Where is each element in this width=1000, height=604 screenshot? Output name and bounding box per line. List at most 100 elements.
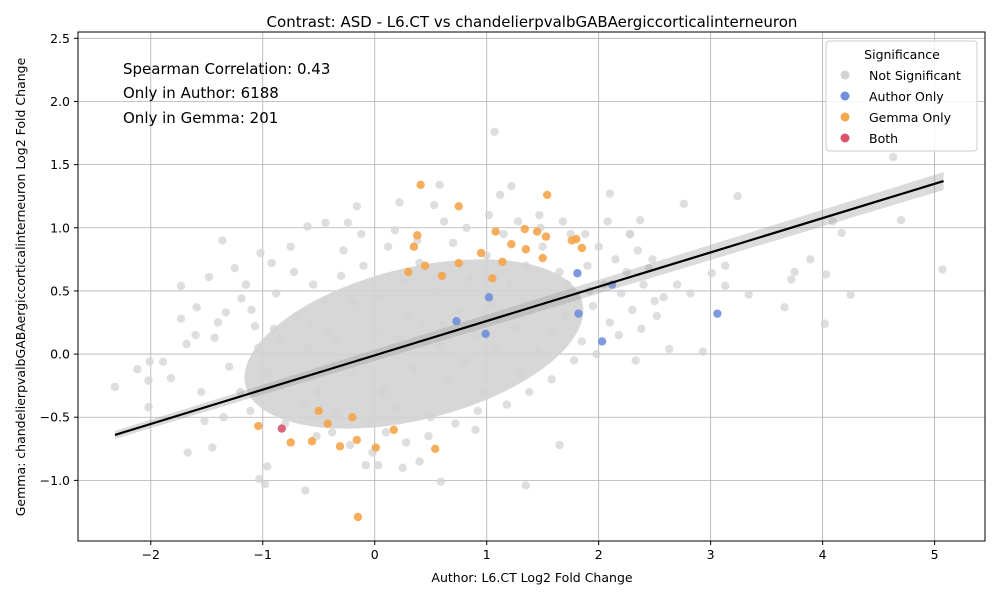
y-tick-label: −1.0 bbox=[40, 473, 70, 488]
point-not-significant bbox=[373, 461, 383, 470]
point-not-significant bbox=[821, 270, 831, 279]
point-not-significant bbox=[544, 286, 553, 296]
point-not-significant bbox=[659, 293, 668, 302]
x-tick-label: 0 bbox=[371, 547, 379, 562]
point-not-significant bbox=[336, 271, 346, 280]
point-not-significant bbox=[435, 180, 444, 190]
point-not-significant bbox=[426, 413, 435, 422]
point-not-significant bbox=[451, 419, 460, 428]
legend: Significance Not Significant Author Only… bbox=[825, 40, 978, 152]
point-gemma-only bbox=[532, 227, 542, 236]
point-not-significant bbox=[264, 368, 273, 378]
point-gemma-only bbox=[488, 274, 497, 283]
y-axis: −1.0 −0.5 0.0 0.5 1.0 1.5 2.0 2.5 bbox=[40, 31, 78, 488]
point-not-significant bbox=[183, 448, 192, 457]
point-not-significant bbox=[504, 280, 514, 289]
point-not-significant bbox=[204, 272, 214, 282]
point-not-significant bbox=[592, 349, 601, 359]
point-not-significant bbox=[473, 406, 482, 416]
legend-box bbox=[825, 40, 978, 152]
point-not-significant bbox=[254, 343, 263, 352]
point-not-significant bbox=[200, 416, 209, 426]
point-not-significant bbox=[250, 322, 260, 331]
point-not-significant bbox=[707, 269, 716, 278]
point-not-significant bbox=[439, 217, 449, 226]
point-gemma-only bbox=[520, 224, 529, 234]
point-not-significant bbox=[525, 387, 534, 397]
point-gemma-only bbox=[541, 232, 551, 241]
point-not-significant bbox=[846, 290, 855, 299]
point-not-significant bbox=[507, 181, 516, 191]
point-not-significant bbox=[443, 375, 452, 384]
point-not-significant bbox=[569, 356, 579, 365]
point-not-significant bbox=[395, 198, 404, 207]
x-axis-label: Author: L6.CT Log2 Fold Change bbox=[431, 570, 632, 585]
point-gemma-only bbox=[507, 239, 516, 249]
point-gemma-only bbox=[307, 437, 317, 446]
point-not-significant bbox=[271, 289, 281, 298]
point-not-significant bbox=[303, 222, 312, 231]
y-tick-label: 1.5 bbox=[50, 157, 70, 172]
point-not-significant bbox=[614, 330, 624, 340]
point-not-significant bbox=[196, 387, 206, 397]
point-gemma-only bbox=[572, 234, 581, 244]
point-not-significant bbox=[628, 305, 637, 315]
chart-title: Contrast: ASD - L6.CT vs chandelierpvalb… bbox=[267, 13, 798, 31]
point-gemma-only bbox=[409, 242, 419, 251]
point-not-significant bbox=[518, 296, 527, 306]
point-not-significant bbox=[398, 463, 407, 472]
point-not-significant bbox=[348, 299, 357, 308]
point-not-significant bbox=[158, 357, 168, 366]
point-not-significant bbox=[255, 474, 264, 484]
point-not-significant bbox=[218, 236, 227, 245]
point-not-significant bbox=[321, 218, 330, 227]
point-not-significant bbox=[429, 200, 439, 210]
point-not-significant bbox=[454, 305, 463, 315]
point-not-significant bbox=[379, 387, 388, 397]
point-not-significant bbox=[256, 248, 265, 258]
legend-marker-not-significant bbox=[840, 70, 850, 80]
point-gemma-only bbox=[254, 421, 263, 431]
point-not-significant bbox=[208, 443, 217, 452]
point-not-significant bbox=[888, 152, 898, 162]
point-author-only bbox=[484, 293, 494, 302]
point-not-significant bbox=[246, 406, 255, 416]
regression bbox=[114, 172, 944, 439]
point-not-significant bbox=[436, 477, 445, 486]
point-not-significant bbox=[383, 242, 393, 251]
point-not-significant bbox=[398, 276, 407, 286]
point-not-significant bbox=[611, 255, 620, 264]
point-not-significant bbox=[510, 324, 519, 334]
point-not-significant bbox=[560, 311, 570, 321]
point-not-significant bbox=[471, 425, 480, 435]
x-axis: −2 −1 0 1 2 3 4 5 bbox=[142, 541, 939, 562]
point-not-significant bbox=[437, 322, 447, 331]
point-not-significant bbox=[301, 486, 310, 495]
point-not-significant bbox=[484, 210, 494, 220]
point-not-significant bbox=[828, 217, 837, 226]
point-not-significant bbox=[404, 311, 413, 321]
point-not-significant bbox=[247, 305, 256, 315]
point-not-significant bbox=[361, 461, 370, 470]
point-not-significant bbox=[631, 356, 640, 365]
point-gemma-only bbox=[416, 180, 425, 190]
point-not-significant bbox=[938, 265, 947, 274]
point-not-significant bbox=[637, 324, 646, 334]
point-not-significant bbox=[790, 267, 799, 277]
point-not-significant bbox=[558, 217, 568, 226]
point-not-significant bbox=[499, 229, 508, 239]
point-not-significant bbox=[364, 419, 374, 428]
legend-entry: Both bbox=[840, 131, 898, 146]
y-tick-label: 0.0 bbox=[50, 347, 70, 362]
legend-entry: Gemma Only bbox=[840, 110, 952, 125]
point-not-significant bbox=[549, 327, 559, 336]
point-not-significant bbox=[502, 400, 512, 409]
point-not-significant bbox=[289, 267, 299, 277]
x-tick-label: 5 bbox=[931, 547, 939, 562]
point-not-significant bbox=[648, 255, 657, 264]
point-author-only bbox=[573, 269, 582, 278]
point-not-significant bbox=[176, 281, 186, 291]
point-not-significant bbox=[409, 365, 419, 374]
